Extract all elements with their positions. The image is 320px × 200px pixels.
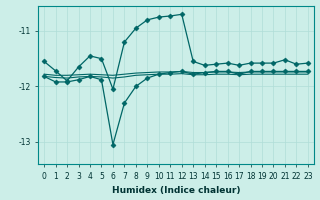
X-axis label: Humidex (Indice chaleur): Humidex (Indice chaleur): [112, 186, 240, 195]
